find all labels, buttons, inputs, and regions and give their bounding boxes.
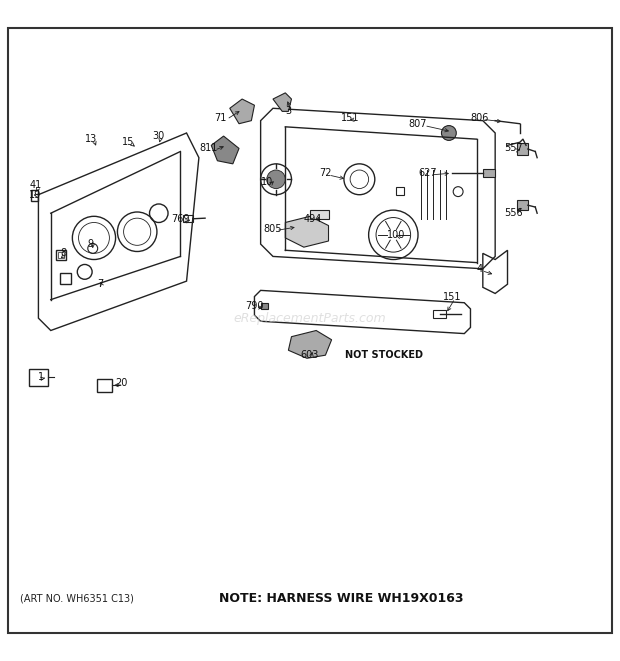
Bar xyxy=(433,309,446,318)
Bar xyxy=(31,190,38,201)
Text: 557: 557 xyxy=(504,143,523,153)
Text: 9: 9 xyxy=(88,239,94,249)
Text: 151: 151 xyxy=(443,292,461,301)
Text: 603: 603 xyxy=(301,350,319,360)
Polygon shape xyxy=(230,99,254,124)
Text: 13: 13 xyxy=(85,134,97,144)
Text: 100: 100 xyxy=(388,230,405,240)
Text: 769: 769 xyxy=(171,214,190,224)
Text: NOT STOCKED: NOT STOCKED xyxy=(345,350,423,360)
Bar xyxy=(60,273,71,284)
Bar xyxy=(260,303,268,309)
Text: 811: 811 xyxy=(199,143,218,153)
Text: 71: 71 xyxy=(215,112,227,122)
Circle shape xyxy=(441,126,456,140)
Text: 30: 30 xyxy=(153,131,165,141)
Text: 806: 806 xyxy=(471,112,489,122)
Text: (ART NO. WH6351 C13): (ART NO. WH6351 C13) xyxy=(20,594,134,604)
Bar xyxy=(310,210,329,219)
Text: 3: 3 xyxy=(285,106,291,116)
Text: 556: 556 xyxy=(505,208,523,218)
Text: 41: 41 xyxy=(29,180,42,190)
Text: 8: 8 xyxy=(60,249,66,258)
Circle shape xyxy=(267,170,285,188)
Text: 72: 72 xyxy=(319,168,332,178)
Polygon shape xyxy=(273,93,291,112)
Bar xyxy=(396,187,404,195)
Text: NOTE: HARNESS WIRE WH19X0163: NOTE: HARNESS WIRE WH19X0163 xyxy=(219,592,463,605)
Text: 15: 15 xyxy=(122,137,134,147)
Text: 494: 494 xyxy=(304,214,322,224)
Text: 19: 19 xyxy=(29,190,42,200)
Text: 805: 805 xyxy=(264,223,282,233)
Text: 10: 10 xyxy=(260,177,273,187)
Text: eReplacementParts.com: eReplacementParts.com xyxy=(234,311,386,325)
Text: 20: 20 xyxy=(115,378,128,388)
Bar xyxy=(58,252,64,258)
Text: 627: 627 xyxy=(418,168,436,178)
Bar xyxy=(184,215,193,223)
Text: 7: 7 xyxy=(97,279,104,290)
Text: 151: 151 xyxy=(341,112,360,122)
Bar xyxy=(516,200,528,210)
Polygon shape xyxy=(211,136,239,164)
Bar xyxy=(483,169,495,177)
Text: 790: 790 xyxy=(245,301,264,311)
Bar xyxy=(97,379,112,392)
Text: 4: 4 xyxy=(477,264,483,274)
Polygon shape xyxy=(285,216,329,247)
Bar xyxy=(516,143,528,155)
Text: 1: 1 xyxy=(38,371,45,382)
Bar xyxy=(29,369,48,386)
Polygon shape xyxy=(288,330,332,358)
Bar xyxy=(56,251,66,260)
Text: 807: 807 xyxy=(409,119,427,129)
